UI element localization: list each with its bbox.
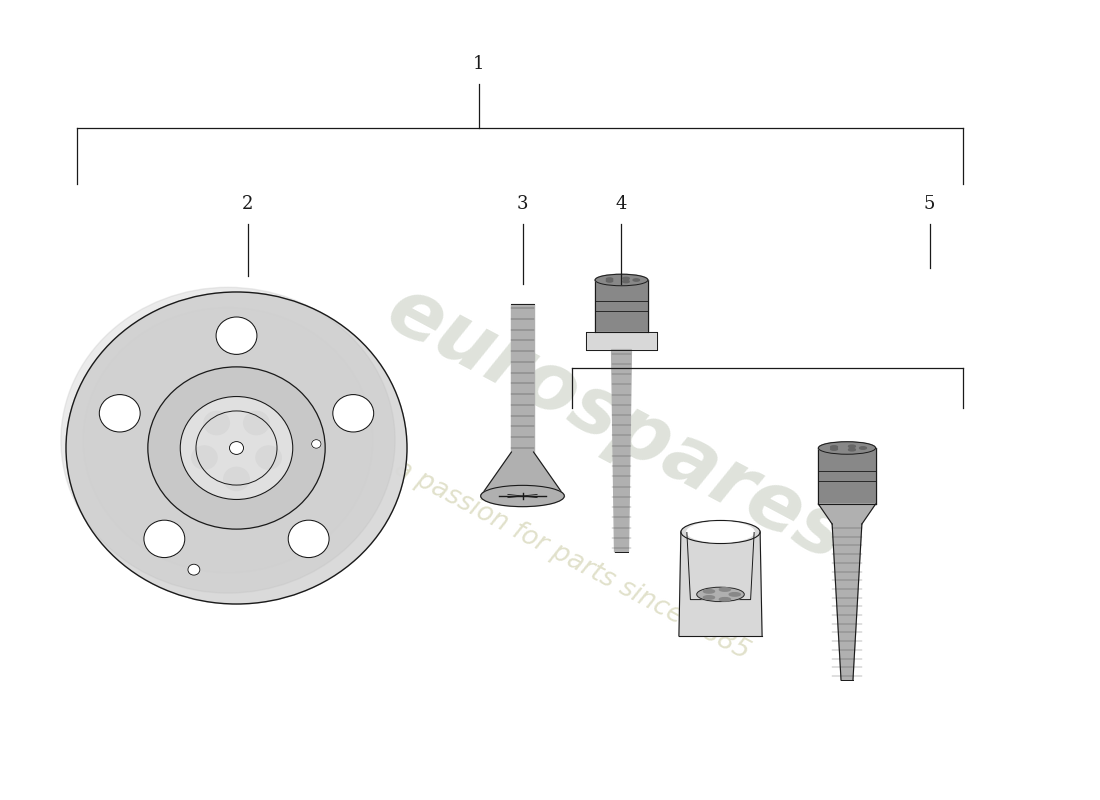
Text: 3: 3 — [517, 195, 528, 213]
Polygon shape — [818, 504, 876, 524]
Text: 1: 1 — [473, 55, 484, 73]
Ellipse shape — [216, 317, 257, 354]
Text: a passion for parts since 1885: a passion for parts since 1885 — [390, 455, 754, 665]
Text: 2: 2 — [242, 195, 253, 213]
Ellipse shape — [481, 486, 564, 506]
Polygon shape — [512, 304, 534, 452]
Ellipse shape — [204, 411, 229, 434]
Ellipse shape — [859, 446, 867, 450]
Ellipse shape — [66, 292, 407, 604]
Ellipse shape — [681, 521, 760, 543]
Ellipse shape — [686, 522, 755, 542]
Ellipse shape — [703, 596, 715, 599]
Ellipse shape — [634, 279, 639, 281]
Text: 4: 4 — [616, 195, 627, 213]
Text: eurospares: eurospares — [373, 270, 859, 578]
Text: 5: 5 — [924, 195, 935, 213]
Polygon shape — [481, 452, 564, 496]
Ellipse shape — [256, 446, 282, 469]
Polygon shape — [612, 350, 631, 552]
Polygon shape — [833, 524, 862, 680]
Polygon shape — [586, 332, 657, 350]
Ellipse shape — [230, 442, 243, 454]
Polygon shape — [818, 448, 876, 504]
Ellipse shape — [818, 442, 876, 454]
Ellipse shape — [848, 449, 856, 451]
Ellipse shape — [830, 448, 837, 450]
Ellipse shape — [606, 278, 613, 280]
Ellipse shape — [311, 440, 321, 448]
Ellipse shape — [719, 588, 730, 591]
Ellipse shape — [147, 367, 326, 529]
Ellipse shape — [144, 520, 185, 558]
Polygon shape — [595, 280, 648, 332]
Ellipse shape — [729, 593, 740, 596]
Ellipse shape — [82, 308, 373, 573]
Ellipse shape — [696, 587, 745, 602]
Ellipse shape — [333, 394, 374, 432]
Ellipse shape — [848, 445, 856, 447]
Ellipse shape — [288, 520, 329, 558]
Ellipse shape — [830, 446, 837, 448]
Ellipse shape — [60, 287, 395, 593]
Ellipse shape — [606, 280, 613, 282]
Ellipse shape — [188, 564, 200, 575]
Ellipse shape — [223, 467, 250, 490]
Ellipse shape — [244, 411, 270, 434]
Ellipse shape — [623, 278, 629, 280]
Ellipse shape — [703, 590, 715, 593]
Ellipse shape — [595, 274, 648, 286]
Ellipse shape — [99, 394, 140, 432]
Ellipse shape — [180, 397, 293, 499]
Ellipse shape — [623, 280, 629, 282]
Ellipse shape — [719, 598, 730, 601]
Polygon shape — [679, 532, 762, 636]
Ellipse shape — [191, 446, 217, 469]
